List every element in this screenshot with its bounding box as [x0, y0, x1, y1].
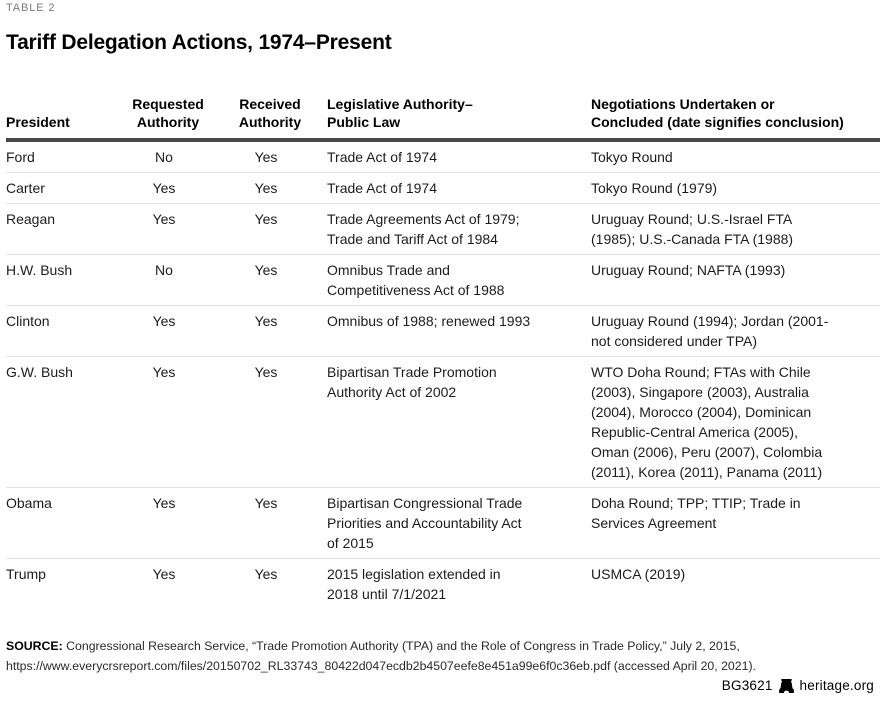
cell-law: Bipartisan Trade Promotion Authority Act…	[322, 356, 586, 488]
cell-received: Yes	[218, 487, 322, 559]
col-header-president: President	[6, 95, 118, 142]
col-header-negotiations: Negotiations Undertaken or Concluded (da…	[586, 95, 880, 142]
doc-id: BG3621	[721, 678, 773, 693]
table-row-obama: Obama Yes Yes Bipartisan Congressional T…	[6, 487, 880, 559]
cell-law: Omnibus Trade and Competitiveness Act of…	[322, 254, 586, 306]
cell-negotiations: Uruguay Round (1994); Jordan (2001- not …	[586, 305, 880, 357]
cell-president: Clinton	[6, 305, 118, 357]
cell-negotiations: Uruguay Round; NAFTA (1993)	[586, 254, 880, 306]
header-row: President Requested Authority Received A…	[6, 95, 880, 142]
tariff-delegation-table: President Requested Authority Received A…	[6, 95, 880, 609]
cell-received: Yes	[218, 140, 322, 173]
cell-received: Yes	[218, 356, 322, 488]
cell-received: Yes	[218, 254, 322, 306]
cell-received: Yes	[218, 172, 322, 204]
source-text: Congressional Research Service, “Trade P…	[6, 639, 756, 673]
page-title: Tariff Delegation Actions, 1974–Present	[6, 31, 392, 54]
table-row-reagan: Reagan Yes Yes Trade Agreements Act of 1…	[6, 203, 880, 255]
footer: BG3621 heritage.org	[722, 678, 874, 693]
table-row-clinton: Clinton Yes Yes Omnibus of 1988; renewed…	[6, 305, 880, 357]
cell-requested: Yes	[152, 566, 176, 582]
cell-negotiations: Doha Round; TPP; TTIP; Trade in Services…	[586, 487, 880, 559]
table-label: TABLE 2	[6, 2, 56, 14]
cell-negotiations: Tokyo Round (1979)	[586, 172, 880, 204]
cell-requested: Yes	[118, 305, 218, 357]
col-header-legislative-authority: Legislative Authority– Public Law	[322, 95, 586, 142]
site-link: heritage.org	[799, 678, 874, 693]
cell-negotiations: USMCA (2019)	[591, 566, 686, 582]
cell-requested: Yes	[118, 172, 218, 204]
cell-requested: Yes	[118, 203, 218, 255]
cell-requested: Yes	[118, 356, 218, 488]
cell-requested: No	[118, 140, 218, 173]
cell-received: Yes	[254, 566, 278, 582]
cell-requested: Yes	[118, 487, 218, 559]
cell-president: G.W. Bush	[6, 356, 118, 488]
cell-law: Trade Act of 1974	[322, 172, 586, 204]
cell-law: Trade Agreements Act of 1979; Trade and …	[322, 203, 586, 255]
cell-negotiations: Tokyo Round	[586, 140, 880, 173]
cell-negotiations: WTO Doha Round; FTAs with Chile (2003), …	[586, 356, 880, 488]
cell-negotiations: Uruguay Round; U.S.-Israel FTA (1985); U…	[586, 203, 880, 255]
cell-president: Trump	[6, 566, 46, 582]
table-row-ford: Ford No Yes Trade Act of 1974 Tokyo Roun…	[6, 140, 880, 173]
cell-law: Omnibus of 1988; renewed 1993	[322, 305, 586, 357]
col-header-received-authority: Received Authority	[218, 95, 322, 142]
cell-requested: No	[118, 254, 218, 306]
table-row-carter: Carter Yes Yes Trade Act of 1974 Tokyo R…	[6, 172, 880, 204]
cell-received: Yes	[218, 305, 322, 357]
cell-received: Yes	[218, 203, 322, 255]
cell-president: Reagan	[6, 203, 118, 255]
cell-president: Obama	[6, 487, 118, 559]
cell-president: H.W. Bush	[6, 254, 118, 306]
table-row-gw-bush: G.W. Bush Yes Yes Bipartisan Trade Promo…	[6, 356, 880, 488]
cell-law: 2015 legislation extended in 2018 until …	[327, 566, 501, 602]
source-label: SOURCE:	[6, 639, 63, 653]
table-row-trump: Trump Yes Yes 2015 legislation extended …	[6, 559, 880, 610]
cell-president: Ford	[6, 140, 118, 173]
cell-law: Trade Act of 1974	[322, 140, 586, 173]
cell-president: Carter	[6, 172, 118, 204]
source-note: SOURCE: Congressional Research Service, …	[6, 636, 880, 676]
col-header-requested-authority: Requested Authority	[118, 95, 218, 142]
liberty-bell-icon	[778, 678, 794, 693]
table-row-hw-bush: H.W. Bush No Yes Omnibus Trade and Compe…	[6, 254, 880, 306]
cell-law: Bipartisan Congressional Trade Prioritie…	[322, 487, 586, 559]
